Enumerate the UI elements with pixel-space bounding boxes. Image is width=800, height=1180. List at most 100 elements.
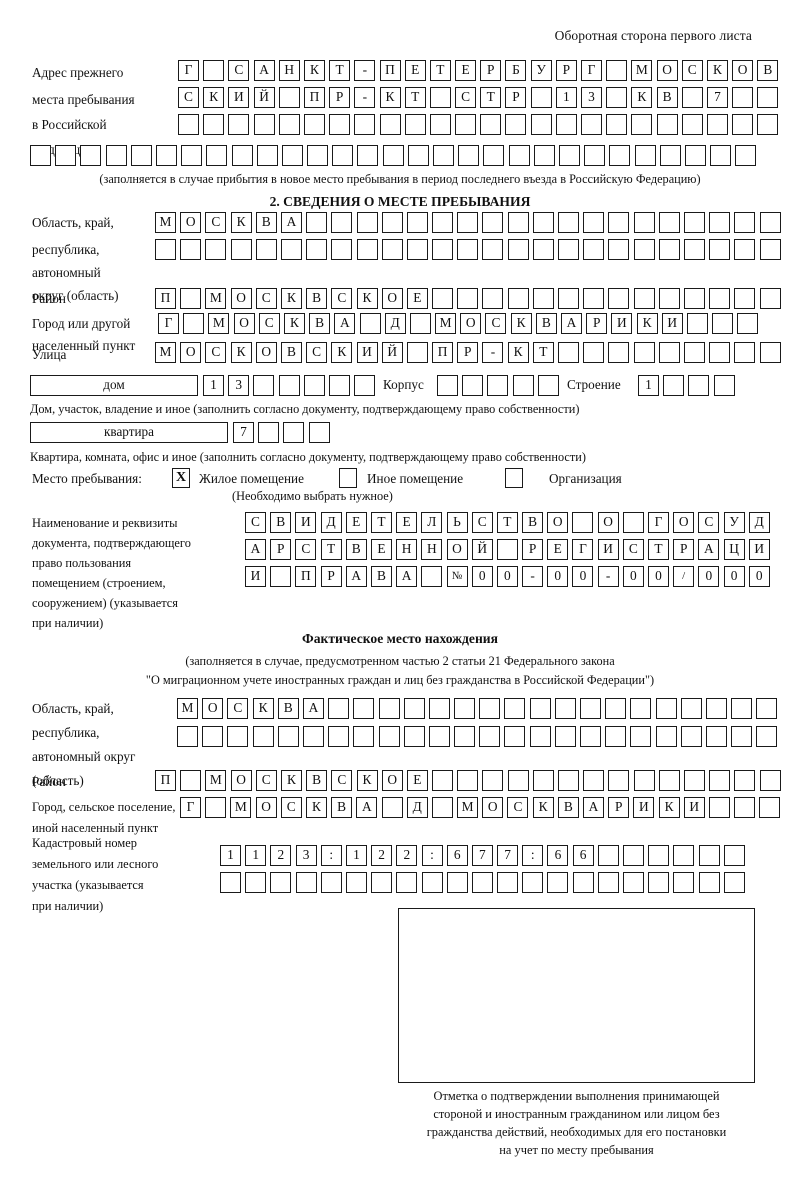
confirmation-stamp-box[interactable]: [398, 908, 755, 1083]
form-cell[interactable]: [623, 845, 644, 866]
form-cell[interactable]: 3: [295, 845, 317, 866]
form-cell[interactable]: [228, 114, 250, 135]
form-cell[interactable]: Т: [496, 512, 518, 533]
form-cell[interactable]: [606, 60, 628, 81]
form-cell[interactable]: [583, 212, 605, 233]
form-cell[interactable]: Г: [648, 512, 669, 533]
form-cell[interactable]: [686, 313, 708, 334]
form-cell[interactable]: [706, 114, 728, 135]
form-cell[interactable]: [203, 114, 225, 135]
form-cell[interactable]: Т: [320, 539, 342, 560]
form-cell[interactable]: [180, 239, 202, 260]
form-cell[interactable]: -: [482, 342, 504, 363]
form-cell[interactable]: [429, 114, 451, 135]
form-cell[interactable]: [683, 770, 705, 791]
form-cell[interactable]: С: [295, 539, 317, 560]
form-cell[interactable]: В: [306, 770, 328, 791]
form-cell[interactable]: [328, 698, 350, 719]
form-cell[interactable]: [307, 145, 329, 166]
form-cell[interactable]: [497, 872, 519, 893]
form-cell[interactable]: [80, 145, 102, 166]
form-cell[interactable]: [403, 698, 425, 719]
form-cell[interactable]: [648, 872, 670, 893]
form-cell[interactable]: С: [306, 342, 328, 363]
form-cell[interactable]: [306, 212, 328, 233]
form-cell[interactable]: [608, 342, 630, 363]
form-cell[interactable]: [712, 313, 734, 334]
form-cell[interactable]: Ь: [446, 512, 468, 533]
form-cell[interactable]: О: [255, 342, 277, 363]
form-cell[interactable]: 1: [203, 375, 224, 396]
form-cell[interactable]: [507, 239, 529, 260]
form-cell[interactable]: А: [245, 539, 266, 560]
form-cell[interactable]: [609, 145, 631, 166]
form-cell[interactable]: [683, 288, 705, 309]
form-cell[interactable]: [245, 872, 267, 893]
form-cell[interactable]: [331, 239, 353, 260]
form-cell[interactable]: Т: [404, 87, 426, 108]
form-cell[interactable]: [655, 726, 677, 747]
form-cell[interactable]: [684, 145, 706, 166]
form-cell[interactable]: [710, 145, 732, 166]
form-cell[interactable]: [734, 770, 756, 791]
form-cell[interactable]: :: [320, 845, 342, 866]
form-cell[interactable]: О: [180, 212, 202, 233]
form-cell[interactable]: [530, 114, 552, 135]
form-cell[interactable]: 0: [471, 566, 493, 587]
form-cell[interactable]: [283, 422, 305, 443]
form-cell[interactable]: К: [305, 797, 327, 818]
form-cell[interactable]: 2: [396, 845, 418, 866]
form-cell[interactable]: К: [203, 87, 225, 108]
form-cell[interactable]: [455, 114, 477, 135]
form-cell[interactable]: [181, 145, 203, 166]
form-cell[interactable]: М: [205, 770, 227, 791]
form-cell[interactable]: [655, 698, 677, 719]
form-cell[interactable]: 0: [572, 566, 594, 587]
form-cell[interactable]: [504, 726, 526, 747]
form-cell[interactable]: С: [507, 797, 529, 818]
form-cell[interactable]: [581, 114, 602, 135]
form-cell[interactable]: С: [622, 539, 644, 560]
form-cell[interactable]: 1: [220, 845, 241, 866]
form-cell[interactable]: 2: [270, 845, 292, 866]
form-cell[interactable]: [558, 145, 580, 166]
form-cell[interactable]: [482, 770, 504, 791]
form-cell[interactable]: В: [522, 512, 544, 533]
form-cell[interactable]: [227, 726, 249, 747]
form-cell[interactable]: [471, 872, 493, 893]
form-cell[interactable]: О: [547, 512, 569, 533]
form-cell[interactable]: К: [280, 288, 302, 309]
form-cell[interactable]: [378, 726, 400, 747]
form-cell[interactable]: [757, 114, 779, 135]
form-cell[interactable]: О: [255, 797, 277, 818]
form-cell[interactable]: С: [280, 797, 302, 818]
form-cell[interactable]: [633, 239, 655, 260]
form-cell[interactable]: 2: [371, 845, 393, 866]
form-cell[interactable]: Т: [429, 60, 451, 81]
form-cell[interactable]: О: [230, 770, 252, 791]
form-cell[interactable]: [505, 114, 527, 135]
form-cell[interactable]: С: [698, 512, 720, 533]
form-cell[interactable]: [381, 239, 403, 260]
form-cell[interactable]: [608, 239, 630, 260]
form-cell[interactable]: Р: [522, 539, 544, 560]
form-cell[interactable]: [155, 239, 176, 260]
form-cell[interactable]: [356, 239, 378, 260]
form-cell[interactable]: [428, 698, 450, 719]
form-cell[interactable]: К: [631, 87, 653, 108]
form-cell[interactable]: [230, 239, 252, 260]
form-cell[interactable]: С: [681, 60, 703, 81]
form-cell[interactable]: [673, 872, 695, 893]
form-cell[interactable]: С: [331, 770, 353, 791]
form-cell[interactable]: [205, 239, 227, 260]
form-cell[interactable]: М: [155, 342, 176, 363]
form-cell[interactable]: [583, 288, 605, 309]
form-cell[interactable]: [308, 422, 330, 443]
form-cell[interactable]: [597, 872, 619, 893]
form-cell[interactable]: К: [331, 342, 353, 363]
form-cell[interactable]: О: [230, 288, 252, 309]
